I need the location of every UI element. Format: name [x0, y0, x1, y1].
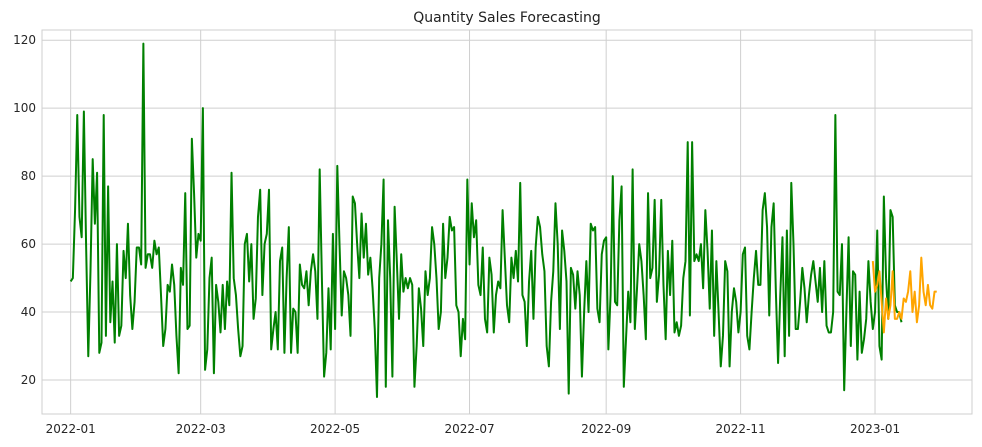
x-tick-label: 2023-01 — [850, 422, 900, 436]
x-tick-label: 2022-01 — [46, 422, 96, 436]
series-lines — [69, 42, 937, 399]
y-tick-label: 60 — [21, 237, 36, 251]
y-tick-label: 120 — [13, 33, 36, 47]
x-axis-ticks: 2022-01 2022-03 2022-05 2022-07 2022-09 2022-… — [46, 422, 901, 436]
x-tick-label: 2022-07 — [444, 422, 494, 436]
x-tick-label: 2022-03 — [176, 422, 226, 436]
y-tick-label: 100 — [13, 101, 36, 115]
x-tick-label: 2022-05 — [310, 422, 360, 436]
y-tick-label: 20 — [21, 373, 36, 387]
x-tick-label: 2022-11 — [716, 422, 766, 436]
x-tick-label: 2022-09 — [581, 422, 631, 436]
forecast-series-line — [871, 256, 937, 334]
y-tick-label: 80 — [21, 169, 36, 183]
y-tick-label: 40 — [21, 305, 36, 319]
plot-frame — [41, 29, 973, 415]
historical-series-line — [69, 42, 903, 399]
y-axis-ticks: 20 40 60 80 100 120 — [13, 33, 36, 387]
grid-lines — [42, 30, 972, 414]
chart-title: Quantity Sales Forecasting — [413, 10, 601, 26]
